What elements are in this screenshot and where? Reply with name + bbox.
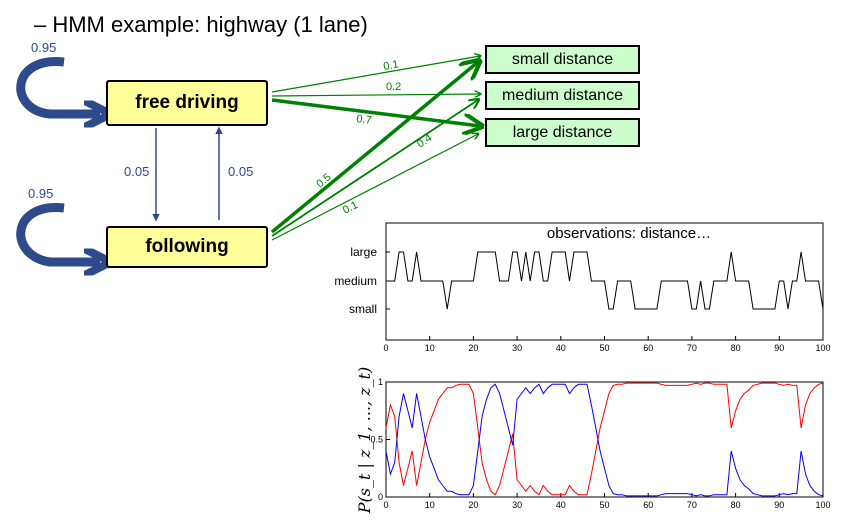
chart2-ytick-label: 0 [378, 492, 383, 502]
chart2-xtick-label: 30 [512, 500, 522, 510]
emission-free-medium-label: 0.2 [386, 81, 401, 93]
chart2-xtick-label: 90 [774, 500, 784, 510]
chart2-xtick-label: 40 [556, 500, 566, 510]
following-to-free-prob-label: 0.05 [228, 164, 254, 179]
chart2-xtick-label: 60 [643, 500, 653, 510]
chart1-xtick-label: 10 [425, 343, 435, 353]
chart1-xtick-label: 0 [383, 343, 388, 353]
self-loop-following-arrow [16, 203, 100, 262]
chart1-ytick-label-small: small [349, 302, 377, 316]
chart2-xtick-label: 70 [687, 500, 697, 510]
obs-medium-distance: medium distance [485, 81, 640, 110]
slide-title: – HMM example: highway (1 lane) [34, 12, 368, 37]
chart1-observation-line [386, 251, 824, 310]
free-self-prob-label: 0.95 [31, 40, 57, 55]
emission-free-small-label: 0.1 [382, 58, 399, 72]
obs-small-distance: small distance [485, 45, 640, 74]
chart2-xtick-label: 20 [468, 500, 478, 510]
state-following: following [106, 226, 268, 268]
chart2-frame [385, 381, 824, 498]
chart1-xtick-label: 100 [815, 343, 830, 353]
chart1-xtick-label: 20 [468, 343, 478, 353]
emission-free-large-label: 0.7 [356, 113, 373, 127]
chart1-xtick-label: 90 [774, 343, 784, 353]
following-self-prob-label: 0.95 [28, 186, 54, 201]
chart2-xtick-label: 80 [731, 500, 741, 510]
emission-following-large-arrow [271, 134, 478, 241]
chart1-xtick-label: 40 [556, 343, 566, 353]
state-free-driving: free driving [106, 80, 268, 126]
chart2-xtick-label: 0 [383, 500, 388, 510]
emission-following-small-arrow [270, 62, 478, 234]
free-to-following-prob-label: 0.05 [124, 164, 150, 179]
chart1-ytick-label-large: large [350, 245, 377, 259]
chart2-xtick-label: 100 [815, 500, 830, 510]
chart2-xtick-label: 10 [425, 500, 435, 510]
emission-following-medium-arrow [271, 100, 478, 237]
chart2-ytick-label: 0.5 [370, 435, 383, 445]
chart1-xtick-label: 70 [687, 343, 697, 353]
chart2-series-blue [385, 383, 824, 497]
emission-free-small-arrow [271, 56, 480, 93]
emission-free-medium-arrow [271, 94, 480, 96]
self-loop-free-arrow [16, 57, 100, 114]
chart1-title: observations: distance… [547, 225, 711, 242]
chart1-ytick-label-medium: medium [334, 274, 377, 288]
chart1-xtick-label: 60 [643, 343, 653, 353]
chart2-series-red [385, 382, 824, 496]
chart2-ylabel: P(s_t | z_1, ..., z_t) [355, 367, 374, 515]
chart1-xtick-label: 30 [512, 343, 522, 353]
chart2-xtick-label: 50 [599, 500, 609, 510]
chart1-xtick-label: 80 [731, 343, 741, 353]
obs-large-distance: large distance [485, 118, 640, 147]
chart2-ytick-label: 1 [378, 377, 383, 387]
chart1-xtick-label: 50 [599, 343, 609, 353]
